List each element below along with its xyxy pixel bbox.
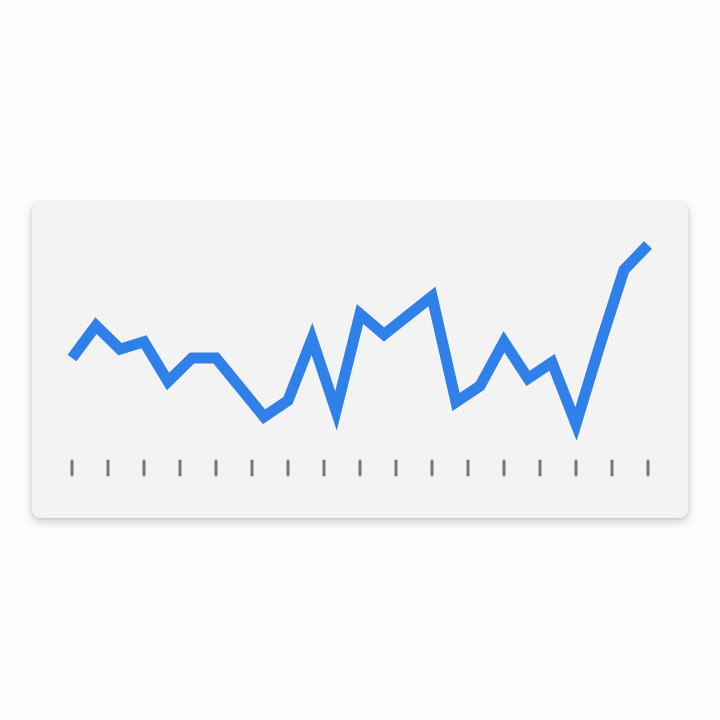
- x-axis-ticks: [70, 459, 650, 477]
- series-line-0: [67, 241, 652, 441]
- series-lines: [67, 241, 652, 441]
